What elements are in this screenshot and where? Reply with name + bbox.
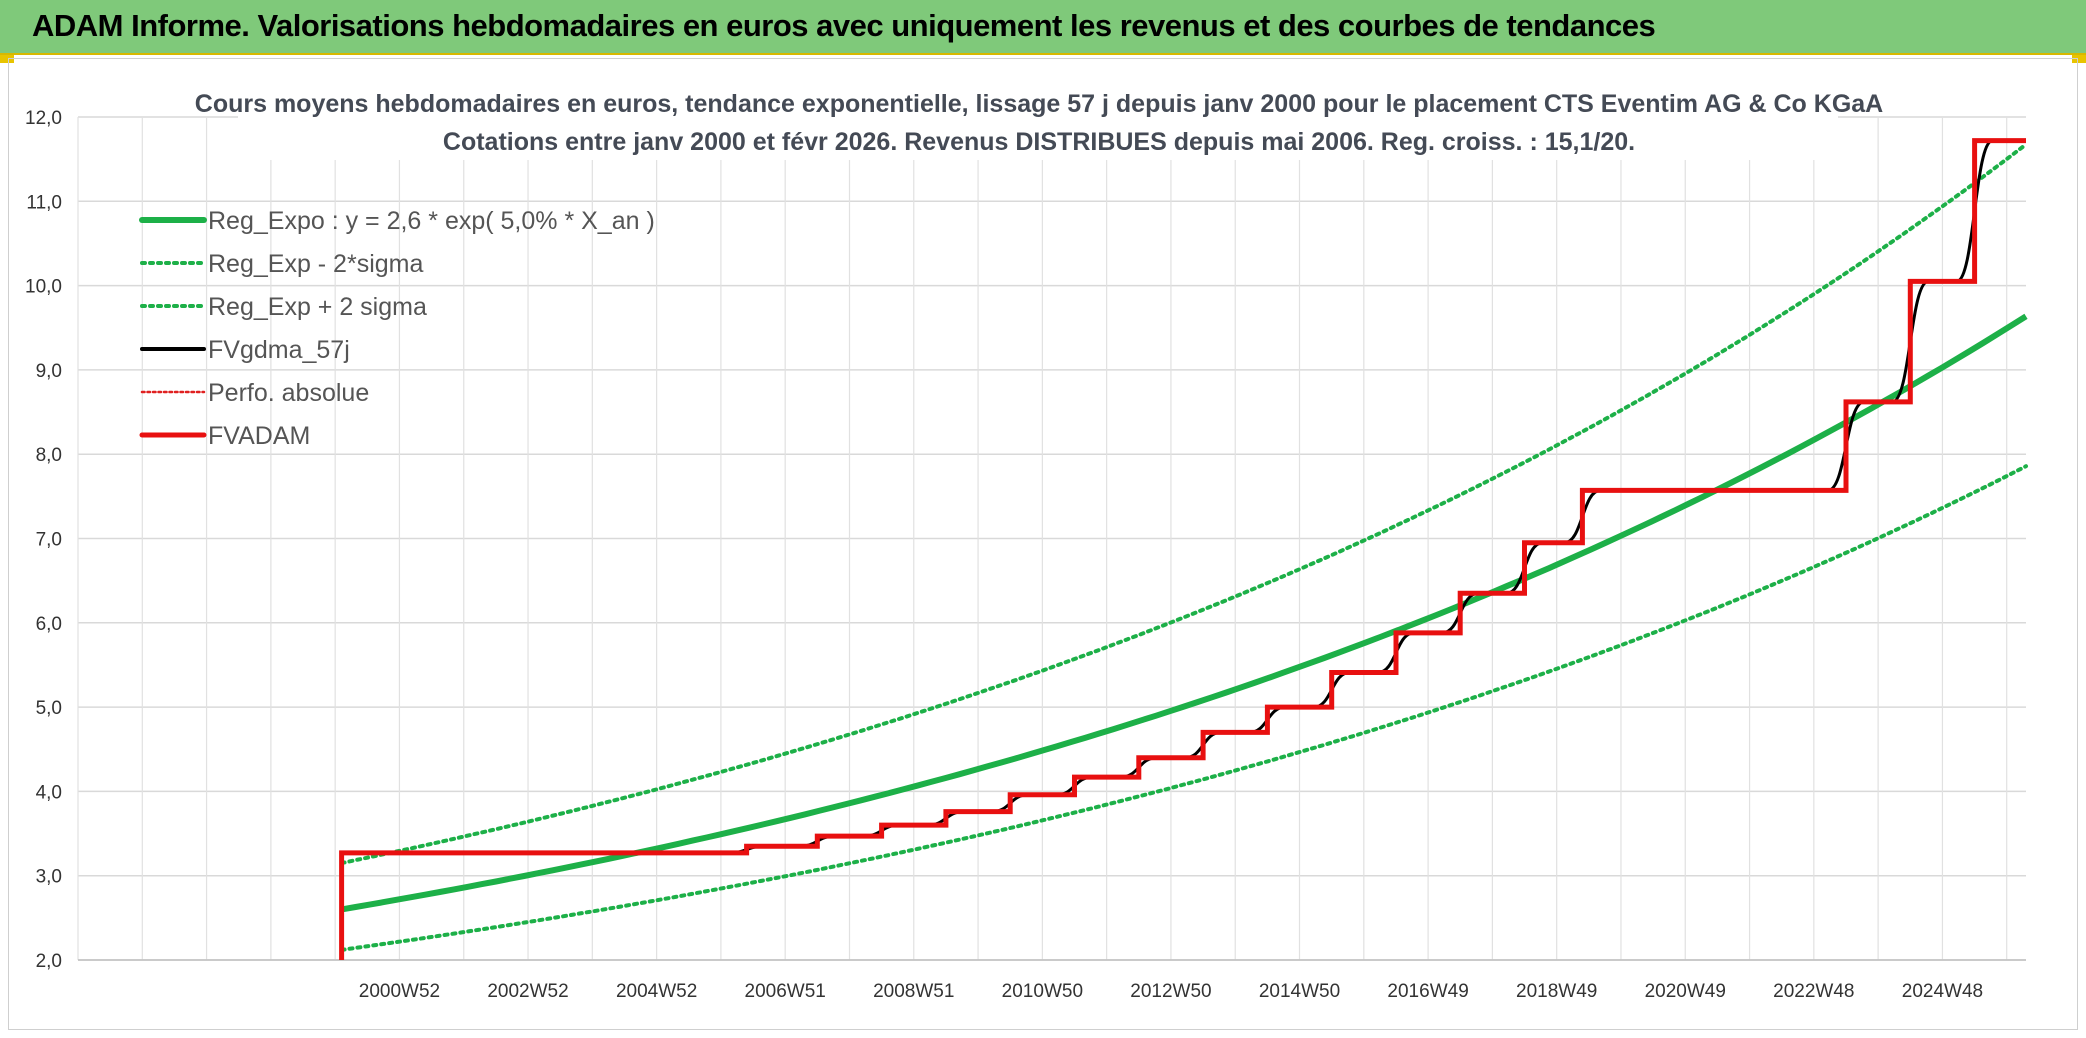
legend-label: FVADAM bbox=[208, 422, 310, 450]
y-tick-label: 10,0 bbox=[25, 277, 62, 298]
x-tick-label: 2010W50 bbox=[1002, 981, 1083, 1002]
title-background bbox=[238, 80, 1838, 160]
series-fvgdma-57j bbox=[341, 139, 2026, 855]
legend-label: Reg_Exp - 2*sigma bbox=[208, 250, 423, 278]
chart-title: Cours moyens hebdomadaires en euros, ten… bbox=[195, 80, 1883, 160]
y-axis-ticks: 2,0 3,0 4,0 5,0 6,0 7,0 8,0 9,0 10,0 11,0 12,0 bbox=[25, 108, 62, 972]
legend-label: Perfo. absolue bbox=[208, 379, 369, 407]
chart-title-line-2: Cotations entre janv 2000 et févr 2026. … bbox=[443, 128, 1635, 156]
y-tick-label: 9,0 bbox=[36, 361, 62, 382]
y-tick-label: 3,0 bbox=[36, 867, 62, 888]
x-tick-label: 2004W52 bbox=[616, 981, 697, 1002]
grid-lines bbox=[77, 116, 2026, 961]
y-tick-label: 8,0 bbox=[36, 445, 62, 466]
x-tick-label: 2008W51 bbox=[873, 981, 954, 1002]
x-tick-label: 2024W48 bbox=[1902, 981, 1983, 1002]
x-axis-ticks: 2000W52 2002W52 2004W52 2006W51 2008W51 2010W… bbox=[359, 981, 1983, 1002]
y-tick-label: 11,0 bbox=[26, 192, 62, 213]
report-title: ADAM Informe. Valorisations hebdomadaire… bbox=[32, 8, 1656, 43]
x-tick-label: 2002W52 bbox=[487, 981, 568, 1002]
x-tick-label: 2018W49 bbox=[1516, 981, 1597, 1002]
series-reg-exp-plus-2sigma bbox=[339, 142, 2028, 866]
x-tick-label: 2000W52 bbox=[359, 981, 440, 1002]
x-tick-label: 2012W50 bbox=[1130, 981, 1211, 1002]
corner-marker bbox=[0, 55, 14, 63]
chart-frame bbox=[8, 58, 2078, 1030]
legend-label: Reg_Exp + 2 sigma bbox=[208, 293, 427, 321]
chart-title-line-1: Cours moyens hebdomadaires en euros, ten… bbox=[195, 90, 1883, 118]
y-tick-label: 6,0 bbox=[36, 614, 62, 635]
y-tick-label: 7,0 bbox=[36, 530, 62, 551]
y-tick-label: 2,0 bbox=[36, 951, 62, 972]
corner-marker bbox=[2072, 55, 2086, 63]
series-group bbox=[339, 138, 2028, 960]
x-tick-label: 2022W48 bbox=[1773, 981, 1854, 1002]
y-tick-label: 5,0 bbox=[36, 698, 62, 719]
y-tick-label: 12,0 bbox=[25, 108, 62, 129]
series-fvadam bbox=[339, 138, 2026, 960]
x-tick-label: 2014W50 bbox=[1259, 981, 1340, 1002]
series-reg-exp-minus-2sigma bbox=[339, 464, 2028, 952]
chart-legend: Reg_Expo : y = 2,6 * exp( 5,0% * X_an ) R… bbox=[139, 207, 655, 450]
series-reg-expo bbox=[341, 313, 2028, 913]
x-tick-label: 2016W49 bbox=[1387, 981, 1468, 1002]
x-tick-label: 2020W49 bbox=[1645, 981, 1726, 1002]
report-header-banner: ADAM Informe. Valorisations hebdomadaire… bbox=[0, 0, 2086, 55]
legend-label: FVgdma_57j bbox=[208, 336, 350, 364]
y-tick-label: 4,0 bbox=[36, 782, 62, 803]
x-tick-label: 2006W51 bbox=[745, 981, 826, 1002]
legend-label: Reg_Expo : y = 2,6 * exp( 5,0% * X_an ) bbox=[208, 207, 655, 235]
